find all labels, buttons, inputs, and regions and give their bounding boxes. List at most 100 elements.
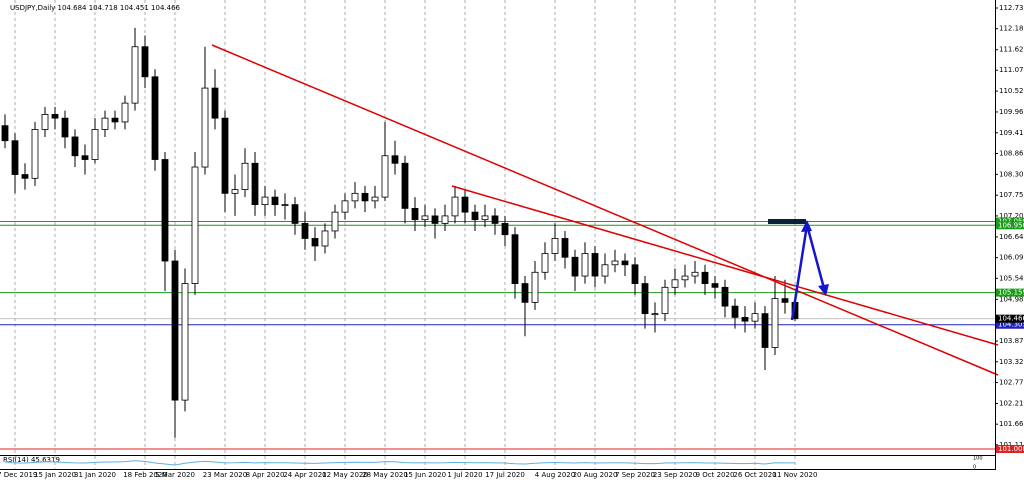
candle-body xyxy=(711,283,719,288)
x-tick-label: 15 Jun 2020 xyxy=(404,471,446,479)
candle-body xyxy=(321,230,329,247)
level-tag xyxy=(996,320,1024,329)
y-tick-label: 109.410 xyxy=(999,129,1024,137)
candle-body xyxy=(31,129,39,179)
candle-body xyxy=(121,102,129,123)
y-tick-label: 101.660 xyxy=(999,420,1024,428)
candle-body xyxy=(21,174,29,179)
candle-body xyxy=(751,313,759,322)
candle-body xyxy=(651,313,659,316)
x-tick-label: 26 Oct 2020 xyxy=(733,471,776,479)
current-price-label: 104.466 xyxy=(998,315,1024,323)
level-label: 106.950 xyxy=(998,221,1024,229)
candle-body xyxy=(391,155,399,164)
y-tick-label: 106.640 xyxy=(999,233,1024,241)
candle-body xyxy=(571,256,579,277)
candle-body xyxy=(531,271,539,303)
candle-body xyxy=(101,117,109,130)
candle-body xyxy=(111,117,119,123)
level-tag xyxy=(996,221,1024,230)
x-tick-label: 28 May 2020 xyxy=(362,471,408,479)
candle-body xyxy=(471,211,479,221)
candle-body xyxy=(91,129,99,160)
candle-body xyxy=(771,298,779,348)
candle-body xyxy=(781,298,789,303)
candle-body xyxy=(641,283,649,315)
x-tick-label: 20 Aug 2020 xyxy=(573,471,618,479)
y-tick-label: 111.620 xyxy=(999,46,1024,54)
candle-body xyxy=(621,260,629,266)
candle-body xyxy=(611,260,619,266)
candle-body xyxy=(341,200,349,213)
trend-line xyxy=(211,44,999,376)
level-tag xyxy=(996,444,1024,453)
rsi-label: RSI(14) 45.6319 xyxy=(3,456,60,464)
y-tick-label: 102.770 xyxy=(999,378,1024,386)
candle-body xyxy=(741,317,749,322)
candle-body xyxy=(171,260,179,401)
candle-body xyxy=(311,238,319,247)
candle-body xyxy=(181,283,189,401)
y-tick-label: 110.520 xyxy=(999,87,1024,95)
candle-body xyxy=(331,211,339,232)
level-label: 104.305 xyxy=(998,321,1024,329)
y-tick-label: 109.965 xyxy=(999,108,1024,116)
candle-body xyxy=(411,207,419,221)
candle-body xyxy=(241,162,249,190)
candle-body xyxy=(401,162,409,209)
y-tick-label: 103.870 xyxy=(999,337,1024,345)
rsi-tick-label: 100 xyxy=(973,456,983,462)
candle-body xyxy=(691,271,699,277)
candle-body xyxy=(371,196,379,202)
candle-body xyxy=(421,215,429,221)
candle-body xyxy=(591,253,599,277)
x-tick-label: 7 Sep 2020 xyxy=(615,471,655,479)
candle-body xyxy=(161,159,169,262)
target-box xyxy=(768,219,806,224)
candle-body xyxy=(191,166,199,284)
candle-body xyxy=(351,192,359,202)
candle-body xyxy=(451,196,459,217)
rsi-line xyxy=(4,460,796,466)
candles xyxy=(1,27,799,438)
candle-body xyxy=(601,264,609,277)
candle-body xyxy=(221,117,229,194)
candle-body xyxy=(631,264,639,284)
grid xyxy=(14,0,796,469)
candle-body xyxy=(671,279,679,288)
candle-body xyxy=(441,215,449,224)
x-tick-label: 23 Sep 2020 xyxy=(653,471,697,479)
y-tick-label: 108.305 xyxy=(999,170,1024,178)
y-tick-label: 104.980 xyxy=(999,295,1024,303)
overlay: 112.730 112.180 111.620 111.075 110.520 109.9… xyxy=(0,4,1024,479)
arrow-head xyxy=(818,284,829,296)
y-tick-label: 105.540 xyxy=(999,274,1024,282)
y-tick-label: 107.200 xyxy=(999,212,1024,220)
candle-body xyxy=(501,223,509,236)
candle-body xyxy=(491,215,499,224)
y-tick-label: 102.210 xyxy=(999,399,1024,407)
candle-body xyxy=(1,125,9,142)
x-tick-label: 17 Jul 2020 xyxy=(485,471,525,479)
candle-body xyxy=(721,286,729,307)
x-tick-label: 5 Mar 2020 xyxy=(155,471,195,479)
candle-body xyxy=(561,238,569,258)
x-tick-label: 9 Oct 2020 xyxy=(696,471,735,479)
candle-body xyxy=(11,140,19,175)
y-tick-label: 111.075 xyxy=(999,66,1024,74)
chart-title: USDJPY,Daily 104.684 104.718 104.451 104… xyxy=(10,4,181,12)
x-tick-label: 31 Jan 2020 xyxy=(74,471,116,479)
candle-body xyxy=(141,46,149,78)
y-tick-label: 112.180 xyxy=(999,25,1024,33)
y-tick-label: 101.110 xyxy=(999,441,1024,449)
candle-body xyxy=(461,196,469,213)
x-tick-label: 4 Aug 2020 xyxy=(535,471,575,479)
candle-body xyxy=(61,117,69,138)
candle-body xyxy=(301,223,309,239)
candle-body xyxy=(551,238,559,254)
candle-body xyxy=(661,286,669,315)
candle-body xyxy=(51,113,59,119)
candle-body xyxy=(281,204,289,207)
candle-body xyxy=(211,87,219,119)
